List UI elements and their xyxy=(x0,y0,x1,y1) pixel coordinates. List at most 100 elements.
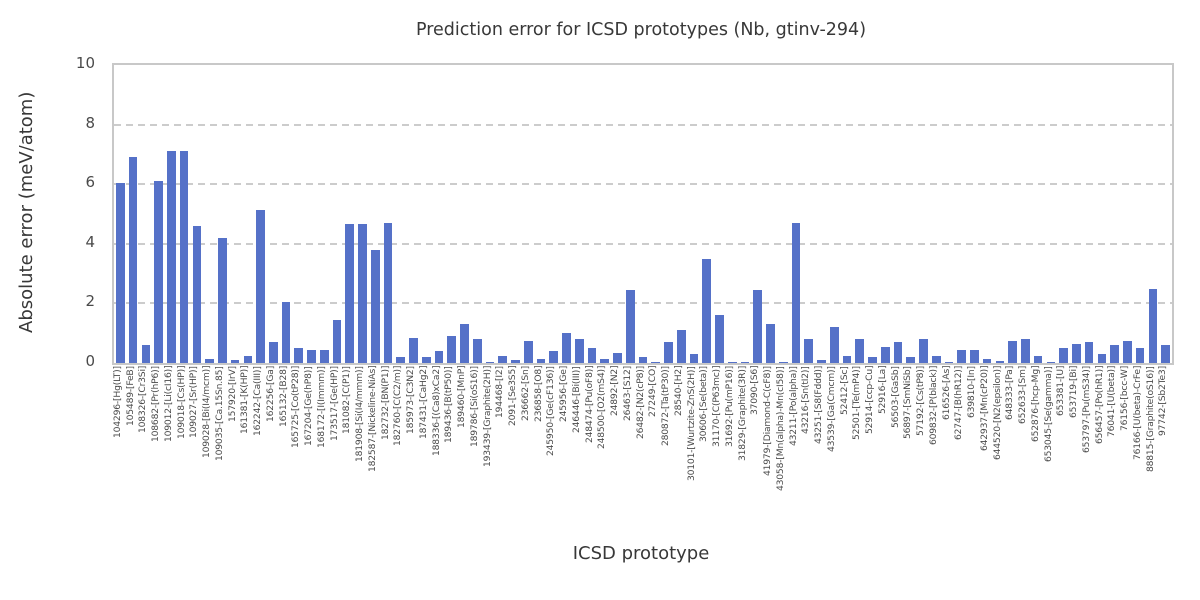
bar xyxy=(549,351,559,363)
x-tick-label: 656457-[Po(hR1)] xyxy=(1093,366,1105,445)
bar xyxy=(1021,339,1030,363)
bar xyxy=(256,209,265,363)
bar xyxy=(638,357,648,363)
bar xyxy=(154,181,163,363)
bar xyxy=(600,358,610,363)
x-tick-label: 245956-[Ge] xyxy=(558,366,570,423)
x-tick-label: 246446-[Bi(III)] xyxy=(570,366,582,433)
bar xyxy=(511,360,520,363)
bar xyxy=(281,301,291,363)
bar xyxy=(205,358,214,363)
x-tick-label: 162256-[Ga] xyxy=(264,366,276,423)
bar xyxy=(498,355,508,363)
bar xyxy=(931,355,941,363)
x-tick-label: 181908-[Si(I4/mmm)] xyxy=(354,366,366,462)
x-tick-label: 162242-[Ca(III)] xyxy=(252,366,264,436)
bar xyxy=(715,315,724,363)
x-tick-label: 653797-[Pu(mS34)] xyxy=(1080,366,1092,453)
x-tick-label: 31692-[Pu(mP16)] xyxy=(723,366,735,448)
x-tick-label: 108682-[Pr(hP6)] xyxy=(150,366,162,442)
y-axis-label: Absolute error (meV/atom) xyxy=(16,91,37,333)
bar xyxy=(345,224,355,363)
x-tick-label: 57192-[Cs(tP8)] xyxy=(915,366,927,437)
bar xyxy=(167,151,176,363)
bar xyxy=(613,352,622,363)
x-tick-label: 182587-[Nickeline-NiAs] xyxy=(366,366,378,473)
bar xyxy=(141,345,151,363)
x-tick-label: 193439-[Graphite(2H)] xyxy=(481,366,493,468)
bar xyxy=(128,157,138,363)
x-tick-label: 165725-[Co(tP28)] xyxy=(290,366,302,449)
x-tick-label: 43211-[Po(alpha)] xyxy=(787,366,799,446)
bar xyxy=(243,355,253,363)
x-tick-label: 280872-[Ta(tP30)] xyxy=(660,366,672,446)
y-tick-label: 8 xyxy=(85,113,95,132)
bar xyxy=(970,349,979,363)
bar xyxy=(855,339,865,363)
x-tick-labels: 104296-[Hg(LT)] 105489-[FeB] 108326-[Cr3Si… xyxy=(112,366,1170,526)
bar xyxy=(1110,345,1119,363)
bar xyxy=(230,360,240,363)
bar xyxy=(1135,348,1145,363)
x-tick-label: 52916-[La] xyxy=(876,366,888,415)
x-tick-label: 2091-[Se3S5] xyxy=(507,366,519,427)
x-tick-label: 31170-[C(P63mc)] xyxy=(711,366,723,448)
bar xyxy=(218,237,227,363)
bar xyxy=(332,319,342,363)
x-tick-label: 652876-[hcp-Mg] xyxy=(1029,366,1041,443)
bar xyxy=(358,224,367,363)
x-tick-label: 43058-[Mn(alpha)-Mn(cI58)] xyxy=(774,366,786,491)
bar xyxy=(319,349,329,363)
x-tick-label: 609832-[P(black)] xyxy=(927,366,939,446)
bar xyxy=(485,362,495,363)
x-tick-label: 109028-[Bi(I4/mcm)] xyxy=(201,366,213,459)
bar xyxy=(1097,354,1107,363)
bar xyxy=(116,182,125,363)
x-tick-label: 189436-[B(tP50)] xyxy=(443,366,455,443)
x-tick-label: 652633-[Sm] xyxy=(1017,366,1029,425)
x-tick-label: 245950-[Ge(cF136)] xyxy=(545,366,557,456)
x-tick-label: 653719-[Bi] xyxy=(1068,366,1080,419)
x-tick-label: 76041-[U(beta)] xyxy=(1106,366,1118,438)
gridline-y8 xyxy=(114,123,1172,126)
bar xyxy=(664,342,673,363)
x-tick-label: 27249-[CO] xyxy=(647,366,659,418)
bar xyxy=(523,340,533,363)
x-tick-label: 43216-[Sn(tI2)] xyxy=(800,366,812,434)
x-tick-label: 648333-[Pa] xyxy=(1004,366,1016,421)
bar xyxy=(868,357,877,363)
x-tick-label: 26482-[N2(cP8)] xyxy=(634,366,646,440)
bar xyxy=(409,337,418,363)
bar xyxy=(791,222,801,363)
x-tick-label: 105489-[FeB] xyxy=(124,366,136,426)
bar xyxy=(842,355,852,363)
x-tick-label: 30101-[Wurtzite-ZnS(2H)] xyxy=(685,366,697,481)
x-axis-label: ICSD prototype xyxy=(572,543,710,564)
bar xyxy=(562,333,571,363)
x-tick-label: 52412-[Sc] xyxy=(838,366,850,415)
x-tick-label: 161381-[K(HP)] xyxy=(239,366,251,435)
x-tick-label: 76156-[bcc-W] xyxy=(1119,366,1130,432)
x-tick-label: 187431-[CaHg2] xyxy=(417,366,429,440)
bar xyxy=(447,336,457,363)
x-tick-label: 109012-[Li(cI16)] xyxy=(162,366,174,443)
y-tick-label: 2 xyxy=(85,292,95,311)
x-tick-label: 653045-[Se(gamma)] xyxy=(1042,366,1054,462)
x-tick-label: 644520-[N2(epsilon)] xyxy=(991,366,1003,461)
x-tick-label: 653381-[U] xyxy=(1055,366,1067,417)
y-tick-label: 0 xyxy=(85,352,95,370)
bar xyxy=(651,361,661,363)
bar xyxy=(817,360,826,363)
x-tick-label: 88815-[Graphite(oS16)] xyxy=(1144,366,1156,472)
bar xyxy=(574,339,584,363)
x-tick-label: 189460-[MnP] xyxy=(456,366,468,429)
x-tick-label: 168172-[I(Immm)] xyxy=(315,366,327,448)
bar xyxy=(1046,362,1056,363)
x-tick-label: 189786-[Si(oS16)] xyxy=(468,366,480,447)
y-tick-labels: 0 2 4 6 8 10 xyxy=(51,0,95,400)
x-tick-label: 108326-[Cr3Si] xyxy=(137,366,149,434)
bar xyxy=(778,362,788,363)
x-tick-label: 616526-[As] xyxy=(940,366,952,421)
bar xyxy=(919,339,928,363)
